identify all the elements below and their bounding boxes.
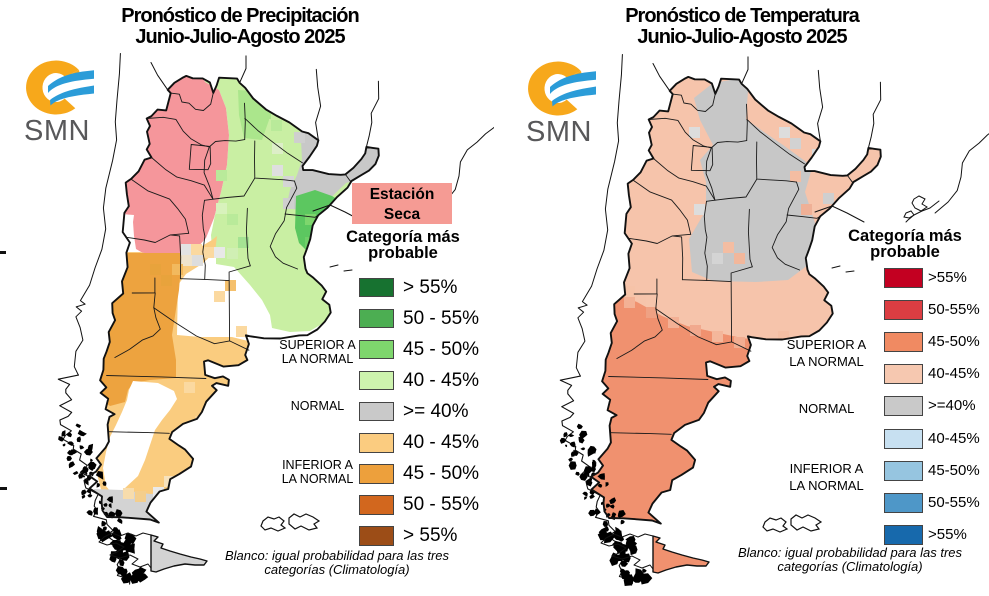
svg-text:SMN: SMN <box>526 116 592 148</box>
svg-text:SMN: SMN <box>24 115 90 147</box>
